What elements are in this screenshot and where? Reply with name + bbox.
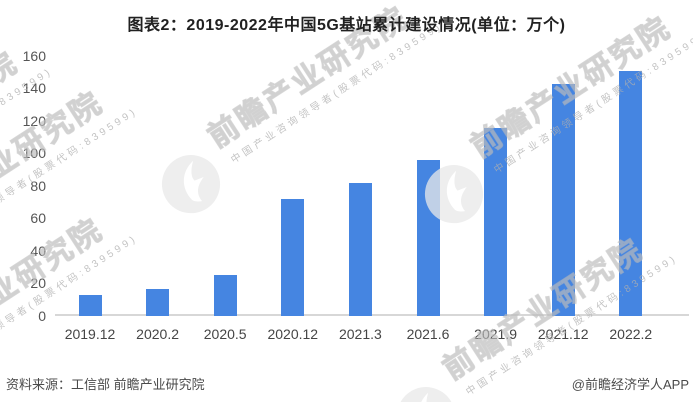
- x-axis-label-2021.6: 2021.6: [406, 326, 450, 342]
- x-axis-label-2022.2: 2022.2: [609, 326, 653, 342]
- bar-2020.5: [213, 275, 237, 316]
- y-axis-tick-0: 0: [38, 308, 46, 324]
- x-axis-label-2019.12: 2019.12: [64, 326, 116, 342]
- bar-2020.12: [281, 199, 305, 316]
- y-axis-tick-40: 40: [30, 242, 46, 259]
- x-axis-label-2020.5: 2020.5: [203, 326, 247, 342]
- x-axis-label-2021.9: 2021.9: [474, 326, 517, 342]
- bar-2021.9: [484, 127, 508, 316]
- bar-2020.2: [146, 289, 170, 316]
- bar-2019.12: [78, 294, 102, 316]
- chart-title: 图表2：2019-2022年中国5G基站累计建设情况(单位：万个): [127, 17, 566, 34]
- x-axis-label-2020.2: 2020.2: [136, 326, 179, 342]
- y-axis-tick-140: 140: [22, 80, 46, 97]
- bar-2021.6: [416, 159, 440, 316]
- y-axis-tick-120: 120: [22, 112, 46, 129]
- source-note: 资料来源：工信部 前瞻产业研究院: [6, 377, 205, 392]
- y-axis-tick-60: 60: [30, 210, 46, 227]
- y-axis-tick-80: 80: [30, 177, 46, 194]
- x-axis-label-2021.3: 2021.3: [338, 326, 382, 342]
- x-axis-label-2020.12: 2020.12: [267, 326, 319, 342]
- x-axis-line: [55, 313, 689, 316]
- credit-note: @前瞻经济学人APP: [571, 377, 689, 392]
- y-axis-tick-20: 20: [30, 275, 46, 292]
- bar-2021.12: [551, 84, 575, 316]
- y-axis-tick-160: 160: [22, 47, 46, 64]
- x-axis-label-2021.12: 2021.12: [537, 326, 589, 342]
- y-axis-tick-100: 100: [22, 145, 46, 162]
- bar-2022.2: [619, 71, 643, 316]
- bar-2021.3: [348, 182, 372, 316]
